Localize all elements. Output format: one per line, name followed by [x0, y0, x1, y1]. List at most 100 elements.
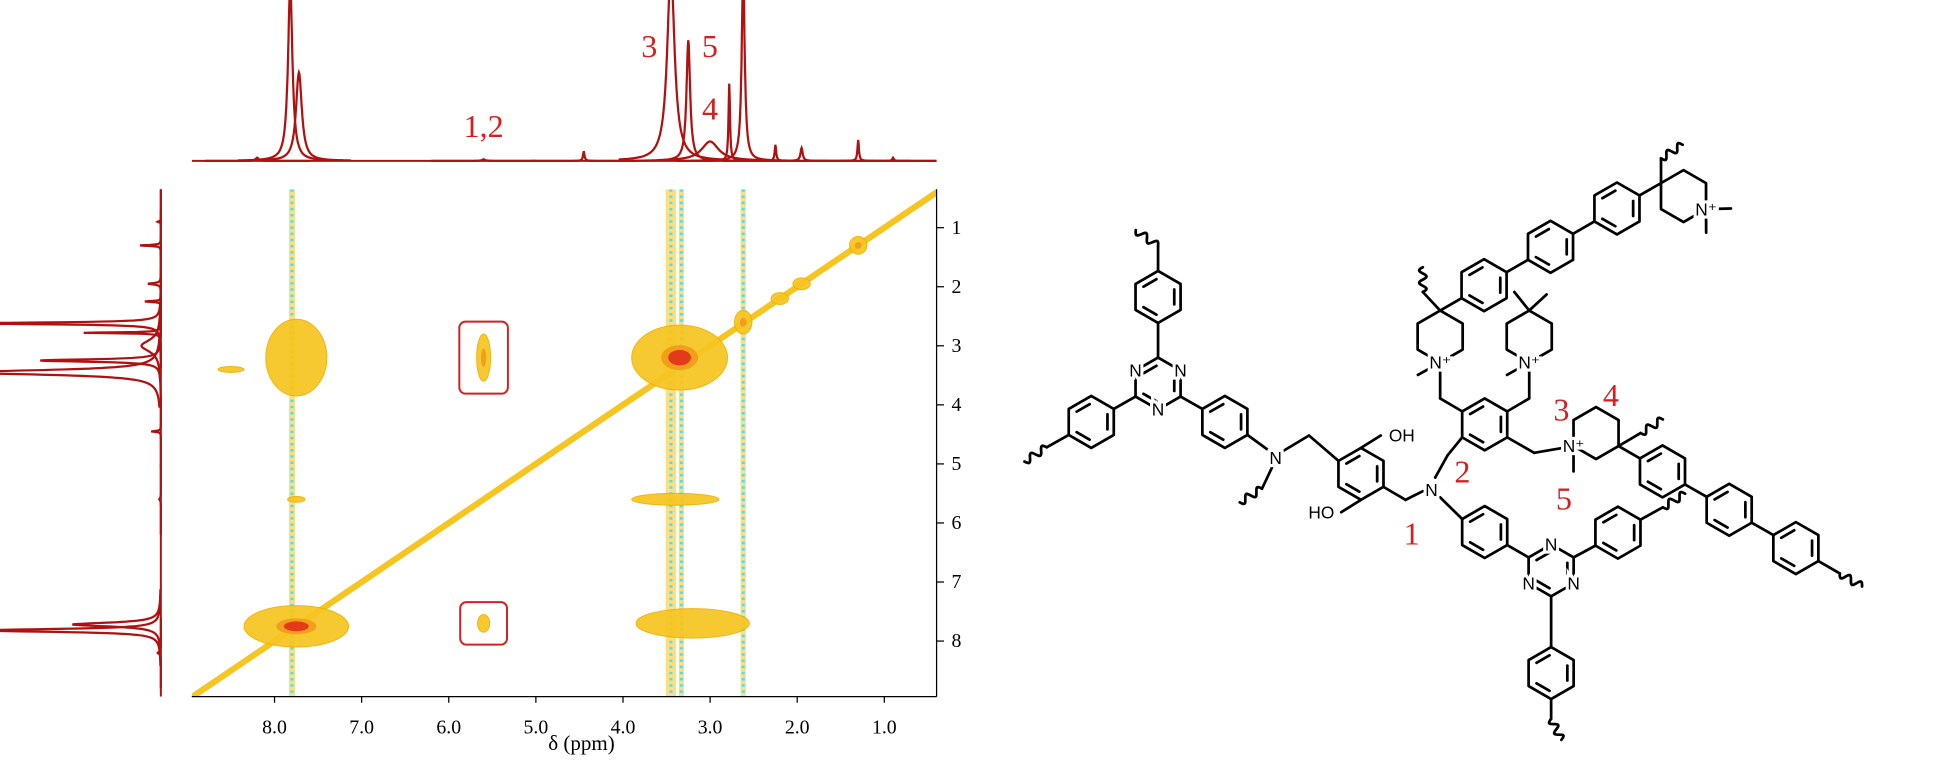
double-bond: [1468, 266, 1484, 277]
position-label: 2: [1454, 454, 1470, 490]
bond: [1572, 544, 1597, 559]
cross-peak: [265, 318, 328, 397]
bond: [1433, 453, 1449, 479]
bond: [1404, 489, 1425, 502]
bond: [1307, 434, 1340, 463]
structure: [1023, 141, 1864, 742]
bond: [1438, 397, 1464, 413]
double-bond: [1534, 227, 1551, 238]
atom-label: N: [1522, 574, 1535, 594]
double-bond: [1534, 255, 1551, 266]
bond: [1683, 483, 1709, 499]
atom-label: N⁺: [1518, 353, 1540, 373]
bond: [1382, 485, 1407, 502]
x-tick-label: 5.0: [524, 717, 549, 739]
double-bond: [1142, 364, 1158, 375]
x-tick-label: 7.0: [349, 717, 374, 739]
bond: [1339, 498, 1363, 514]
bond: [1527, 293, 1548, 312]
bond: [1513, 290, 1531, 312]
wavy-bond: [1023, 444, 1049, 465]
double-bond: [1075, 402, 1091, 413]
highlight-box: [459, 601, 509, 646]
double-bond: [1535, 551, 1551, 562]
bond: [1112, 395, 1137, 411]
cross-peak: [631, 492, 720, 506]
y-tick-label: 7: [951, 571, 961, 593]
x-axis-label: δ (ppm): [548, 731, 615, 755]
double-bond: [1601, 189, 1617, 200]
axes: 8.0 7.0 6.0 5.0 4.0 3.0 2.0 1.0 1 2 3 4 5 6 7 8: [191, 189, 961, 739]
projection-peak: [72, 589, 162, 660]
bond: [1532, 444, 1575, 455]
bond: [1438, 296, 1463, 312]
bond: [1179, 395, 1204, 411]
bond: [1421, 290, 1442, 312]
bond: [1617, 444, 1642, 460]
y-tick-label: 8: [951, 630, 961, 652]
wavy-bond: [1639, 416, 1665, 437]
double-bond: [1468, 433, 1485, 444]
atom-label: N: [1425, 480, 1438, 500]
atom-label: N⁺: [1695, 199, 1717, 219]
x-tick-label: 8.0: [262, 717, 287, 739]
cross-peak: [477, 613, 491, 633]
double-bond: [1535, 681, 1551, 693]
bond: [1359, 434, 1383, 450]
wavy-bond: [1134, 228, 1160, 248]
wavy-bond: [1417, 265, 1428, 294]
ring: [1134, 356, 1182, 411]
y-tick-label: 3: [951, 335, 961, 357]
double-bond: [1779, 557, 1796, 568]
projection-peak: [151, 396, 162, 467]
y-tick-label: 5: [951, 453, 961, 475]
wavy-bond: [1661, 490, 1687, 511]
double-bond: [1602, 513, 1618, 524]
projection-peak: [805, 139, 911, 162]
bond: [1246, 433, 1269, 451]
double-bond: [1468, 405, 1485, 416]
x-tick-label: 4.0: [611, 717, 636, 739]
projection-peak: [657, 140, 763, 162]
projection-peak: [155, 189, 162, 258]
bond: [1045, 433, 1071, 449]
projection-peak: [431, 158, 536, 162]
bond: [1505, 258, 1530, 274]
cross-peak: [217, 365, 245, 373]
cross-peak: [635, 608, 750, 639]
projection-peak: [246, 68, 352, 162]
double-bond: [1535, 579, 1551, 590]
double-bond: [1142, 277, 1158, 289]
projection-peak: [840, 155, 937, 162]
bond: [1505, 361, 1531, 377]
x-tick-label: 3.0: [698, 717, 723, 739]
atom-label: HO: [1308, 502, 1334, 522]
double-bond: [1208, 402, 1225, 413]
cross-peak: [287, 495, 306, 503]
peak-label: 5: [702, 28, 718, 64]
position-label: 4: [1603, 377, 1619, 413]
x-tick-label: 1.0: [872, 717, 897, 739]
peak-label: 3: [641, 28, 657, 64]
peak-label: 1,2: [464, 108, 504, 144]
projection-peak: [139, 209, 162, 281]
y-tick-label: 6: [951, 512, 961, 534]
top-projection: [191, 0, 937, 162]
atom-label: N: [1269, 448, 1282, 468]
wavy-bond: [1659, 141, 1685, 162]
double-bond: [1142, 392, 1158, 403]
double-bond: [1345, 482, 1361, 494]
atom-label: N⁺: [1429, 353, 1451, 373]
position-label: 1: [1404, 515, 1420, 551]
wavy-bond: [1238, 485, 1264, 506]
double-bond: [1468, 540, 1485, 552]
cross-peak: [739, 317, 747, 327]
bond: [1416, 361, 1442, 377]
y-tick-label: 4: [951, 394, 961, 416]
cross-peak: [283, 621, 309, 632]
peak-label: 4: [702, 90, 718, 126]
atom-label: N: [1567, 574, 1580, 594]
y-tick-label: 1: [951, 217, 961, 239]
